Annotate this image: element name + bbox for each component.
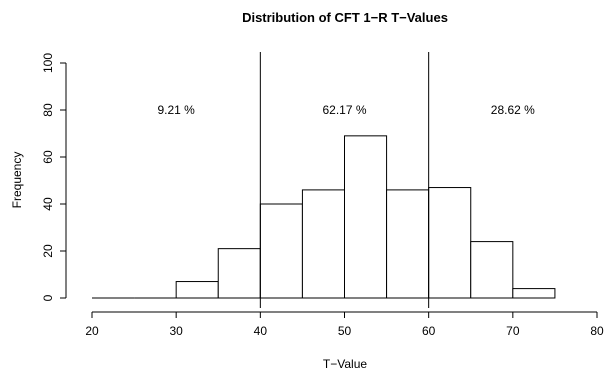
bars-layer (92, 135, 556, 299)
x-tick-label-1: 30 (169, 324, 183, 338)
y-tick-label-4: 80 (41, 103, 55, 117)
y-tick-label-5: 100 (41, 53, 55, 73)
histogram-bar-10 (512, 288, 556, 299)
y-tick-label-3: 60 (41, 150, 55, 164)
histogram-bar-5 (301, 189, 345, 299)
histogram-bar-2 (175, 281, 219, 299)
percentage-annotation-0: 9.21 % (157, 103, 195, 117)
histogram-bar-7 (386, 189, 430, 299)
histogram-bar-8 (428, 187, 472, 299)
percentage-annotation-2: 28.62 % (491, 103, 535, 117)
histogram-bar-3 (217, 248, 261, 299)
y-tick-label-0: 0 (41, 294, 55, 301)
x-axis: 20 30 40 50 60 70 80 (85, 311, 604, 338)
histogram-bar-9 (470, 241, 514, 299)
x-tick-label-0: 20 (85, 324, 99, 338)
x-tick-label-5: 70 (506, 324, 520, 338)
x-tick-label-2: 40 (254, 324, 268, 338)
y-axis-label: Frequency (10, 152, 24, 209)
annotations-layer: 9.21 % 62.17 % 28.62 % (157, 103, 535, 117)
y-tick-label-1: 20 (41, 244, 55, 258)
chart-title: Distribution of CFT 1−R T−Values (242, 10, 448, 25)
y-axis: 0 20 40 60 80 100 (41, 53, 67, 301)
x-tick-label-3: 50 (338, 324, 352, 338)
x-axis-label: T−Value (323, 357, 367, 370)
x-tick-label-6: 80 (590, 324, 604, 338)
y-tick-label-2: 40 (41, 197, 55, 211)
histogram-bar-4 (259, 203, 303, 299)
histogram-bar-6 (344, 135, 388, 299)
x-tick-label-4: 60 (422, 324, 436, 338)
percentage-annotation-1: 62.17 % (322, 103, 366, 117)
reference-lines-layer (259, 52, 430, 308)
